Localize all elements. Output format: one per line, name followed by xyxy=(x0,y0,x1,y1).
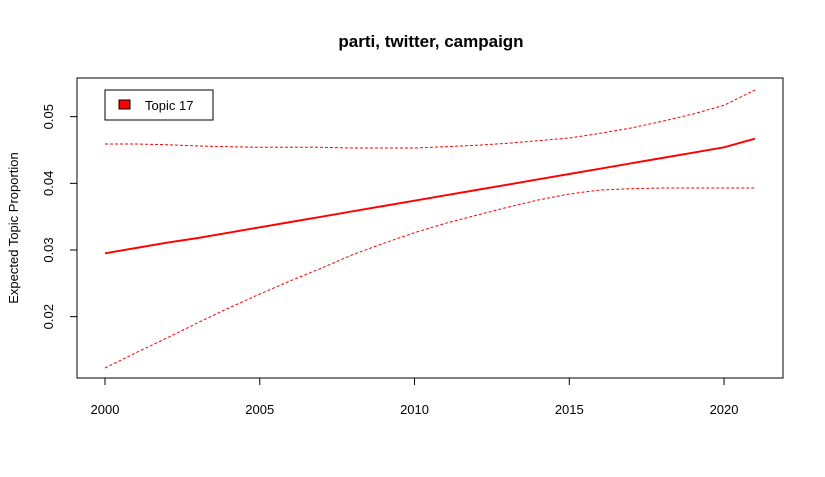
y-tick-label: 0.02 xyxy=(41,304,56,329)
legend-entry-label: Topic 17 xyxy=(145,98,193,113)
x-tick-label: 2015 xyxy=(555,402,584,417)
x-tick-label: 2005 xyxy=(245,402,274,417)
y-tick-label: 0.05 xyxy=(41,104,56,129)
series-layer xyxy=(104,89,756,369)
y-tick-label: 0.04 xyxy=(41,171,56,196)
lower-confidence-band xyxy=(104,187,755,369)
x-axis: 2000 2005 2010 2015 2020 xyxy=(91,377,739,417)
x-tick-label: 2000 xyxy=(91,402,120,417)
y-axis: 0.02 0.03 0.04 0.05 xyxy=(41,104,78,329)
series-line-topic-17 xyxy=(104,137,756,255)
legend-swatch xyxy=(118,99,131,110)
x-tick-label: 2020 xyxy=(710,402,739,417)
upper-confidence-band xyxy=(105,89,756,149)
plot-frame xyxy=(76,77,784,379)
y-axis-label: Expected Topic Proportion xyxy=(6,152,21,304)
x-tick-label: 2010 xyxy=(400,402,429,417)
y-tick-label: 0.03 xyxy=(41,237,56,262)
legend: Topic 17 xyxy=(104,89,214,121)
chart-title: parti, twitter, campaign xyxy=(338,32,523,51)
